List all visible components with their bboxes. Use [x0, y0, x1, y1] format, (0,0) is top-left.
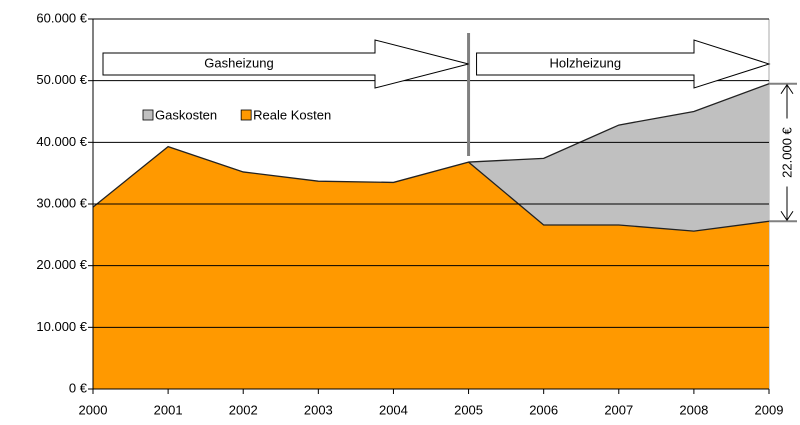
- arrow: [476, 39, 771, 89]
- legend-swatch: [240, 109, 252, 121]
- y-tick-label: 60.000 €: [36, 10, 87, 25]
- arrow-label: Holzheizung: [550, 55, 622, 70]
- x-tick-label: 2003: [304, 402, 333, 417]
- y-tick-label: 40.000 €: [36, 134, 87, 149]
- x-tick-label: 2001: [154, 402, 183, 417]
- y-tick-label: 10.000 €: [36, 319, 87, 334]
- bracket-head: [780, 83, 794, 95]
- bracket-box: [779, 118, 796, 187]
- x-tick-label: 2008: [679, 402, 708, 417]
- area-line: [468, 83, 770, 163]
- legend-label: Reale Kosten: [253, 107, 331, 122]
- area-line: [92, 145, 770, 232]
- x-tick-label: 2000: [79, 402, 108, 417]
- x-tick-label: 2002: [229, 402, 258, 417]
- arrow: [102, 39, 469, 89]
- x-tick-label: 2009: [755, 402, 784, 417]
- x-tick-label: 2005: [454, 402, 483, 417]
- y-tick-label: 30.000 €: [36, 195, 87, 210]
- y-tick-label: 20.000 €: [36, 257, 87, 272]
- area: [93, 146, 769, 389]
- arrow-label: Gasheizung: [204, 55, 273, 70]
- y-tick-label: 50.000 €: [36, 72, 87, 87]
- x-tick-label: 2007: [604, 402, 633, 417]
- bracket-label: 22.000 €: [779, 126, 794, 177]
- bracket-head: [780, 210, 794, 222]
- legend-swatch: [142, 109, 154, 121]
- y-tick-label: 0 €: [69, 380, 88, 395]
- x-tick-label: 2004: [379, 402, 408, 417]
- x-tick-label: 2006: [529, 402, 558, 417]
- legend-label: Gaskosten: [155, 107, 217, 122]
